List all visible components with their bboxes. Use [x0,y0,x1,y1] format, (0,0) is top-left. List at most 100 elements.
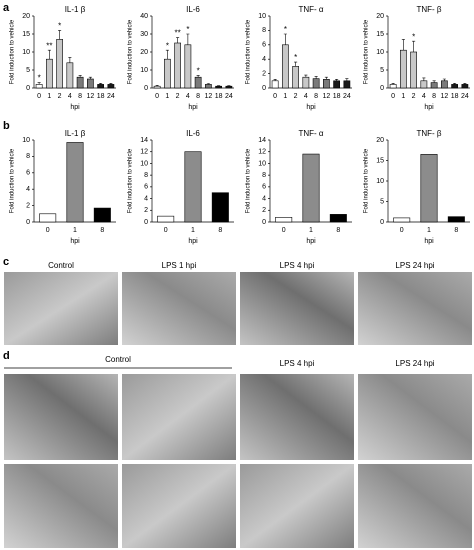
bar [312,78,320,89]
bar [194,76,202,89]
error-bar [99,83,103,85]
y-tick-label: 5 [26,67,30,74]
bar [399,49,407,89]
bar [164,58,171,89]
y-tick-label: 2 [262,70,266,77]
error-bar [165,49,169,60]
y-tick-label: 0 [144,219,148,226]
error-bar [78,75,82,78]
x-axis-label: hpi [188,238,198,245]
image-title: LPS 1 hpi [162,261,197,270]
significance-label: * [186,25,189,34]
bar [393,217,411,223]
image-title: LPS 24 hpi [395,261,434,270]
y-tick-label: 4 [26,186,30,193]
panel-label: d [3,350,10,362]
error-bar [453,83,457,85]
error-bar [463,83,467,85]
y-tick-label: 10 [376,49,384,56]
bar [56,39,63,89]
error-bar [206,83,210,85]
error-bar [176,37,180,43]
y-tick-label: 0 [380,219,384,226]
x-tick-label: 4 [304,93,308,100]
chart-title: IL-1 β [65,129,86,138]
x-tick-label: 18 [333,93,341,100]
error-bar [314,76,318,79]
y-tick-label: 0 [26,219,30,226]
bar [184,44,192,89]
x-tick-label: 24 [225,93,233,100]
x-tick-label: 12 [322,93,330,100]
significance-label: * [412,32,415,41]
bar [281,44,289,89]
error-bar [155,85,159,87]
x-tick-label: 0 [282,227,286,234]
x-axis-label: hpi [424,104,434,111]
y-tick-label: 15 [376,157,384,164]
x-tick-label: 1 [191,227,195,234]
y-tick-label: 8 [144,172,148,179]
micrograph [4,374,118,460]
bar [322,79,330,89]
chart-title: TNF- α [298,129,323,138]
bar [66,142,84,223]
error-bar [422,77,426,81]
error-bar [294,61,298,67]
error-bar [58,30,62,40]
micrograph [358,272,472,345]
x-tick-label: 1 [309,227,313,234]
panel-label: c [3,256,9,268]
bar [39,213,57,223]
x-tick-label: 8 [454,227,458,234]
micrograph [122,272,236,345]
error-bar [442,78,446,81]
y-tick-label: 10 [22,137,30,144]
significance-label: * [38,74,41,83]
micrograph [240,272,354,345]
chart-title: IL-1 β [65,5,86,14]
x-tick-label: 0 [164,227,168,234]
error-bar [186,33,190,45]
error-bar [68,57,72,63]
y-tick-label: 2 [262,207,266,214]
bar [93,207,111,223]
error-bar [109,83,113,85]
error-bar [304,74,308,78]
y-tick-label: 40 [140,13,148,20]
error-bar [345,78,349,81]
x-axis-label: hpi [70,238,80,245]
x-tick-label: 8 [100,227,104,234]
y-axis-label: Fold induction to vehicle [128,148,134,213]
micrograph [4,272,118,345]
y-tick-label: 20 [376,137,384,144]
error-bar [283,33,287,45]
x-tick-label: 2 [58,93,62,100]
y-tick-label: 20 [22,13,30,20]
micrograph [4,464,118,548]
y-tick-label: 8 [262,27,266,34]
x-tick-label: 12 [440,93,448,100]
x-tick-label: 2 [412,93,416,100]
image-title: LPS 4 hpi [280,261,315,270]
y-tick-label: 5 [380,67,384,74]
y-tick-label: 0 [26,85,30,92]
micrographs-c: Control LPS 1 hpi LPS 4 hpi LPS 24 hpi [4,261,472,345]
x-tick-label: 1 [47,93,51,100]
error-bar [227,85,231,87]
significance-label: * [166,41,169,50]
y-tick-label: 15 [376,31,384,38]
y-axis-label: Fold induction to vehicle [364,19,370,84]
x-tick-label: 0 [37,93,41,100]
y-axis-label: Fold induction to vehicle [246,19,252,84]
x-axis-label: hpi [306,238,316,245]
y-tick-label: 6 [262,184,266,191]
y-tick-label: 14 [258,137,266,144]
x-tick-label: 24 [343,93,351,100]
y-tick-label: 30 [140,31,148,38]
micrograph [358,464,472,548]
x-tick-label: 1 [427,227,431,234]
y-tick-label: 6 [26,170,30,177]
error-bar [273,79,277,81]
micrograph [240,464,354,548]
